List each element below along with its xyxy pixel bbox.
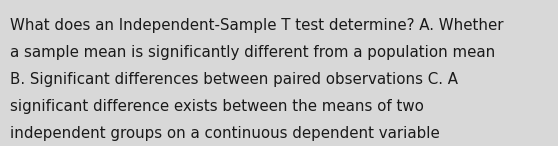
Text: B. Significant differences between paired observations C. A: B. Significant differences between paire… <box>10 72 458 87</box>
Text: What does an Independent-Sample T test determine? A. Whether: What does an Independent-Sample T test d… <box>10 18 503 33</box>
Text: significant difference exists between the means of two: significant difference exists between th… <box>10 99 424 114</box>
Text: a sample mean is significantly different from a population mean: a sample mean is significantly different… <box>10 45 496 60</box>
Text: independent groups on a continuous dependent variable: independent groups on a continuous depen… <box>10 126 440 141</box>
